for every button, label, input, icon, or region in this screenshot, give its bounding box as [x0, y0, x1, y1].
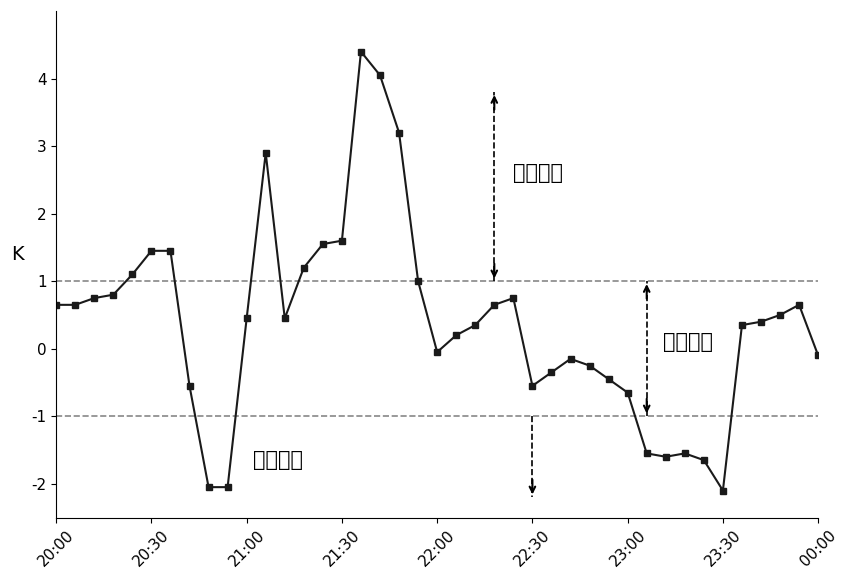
Text: 对流发展: 对流发展	[513, 163, 564, 183]
Text: 对流减弱: 对流减弱	[253, 450, 303, 470]
Y-axis label: K: K	[11, 245, 24, 264]
Text: 对流维持: 对流维持	[663, 332, 712, 352]
